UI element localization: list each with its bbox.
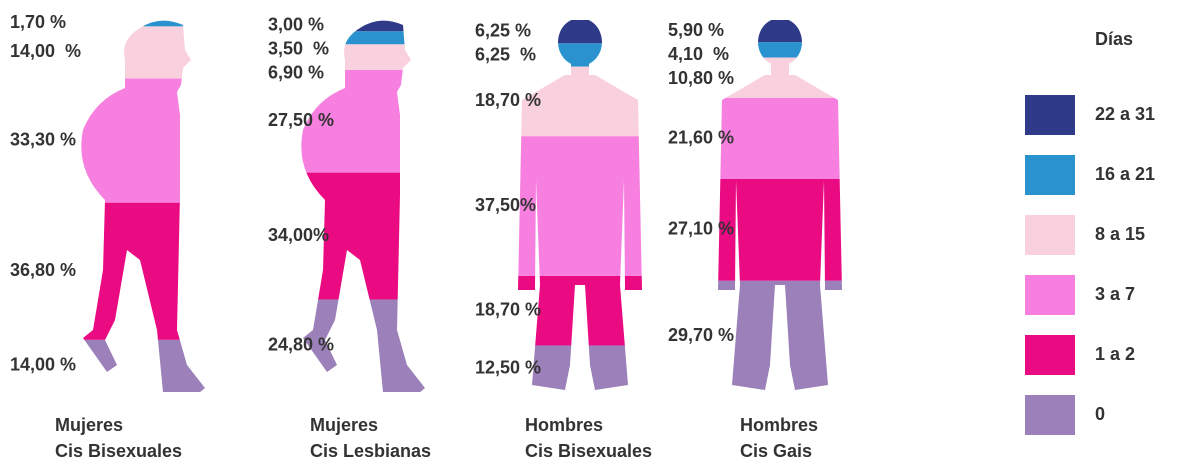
value-label: 5,90 %: [668, 20, 724, 40]
segment: [55, 79, 235, 203]
value-label: 18,70 %: [475, 299, 541, 319]
value-label: 1,70 %: [10, 12, 66, 32]
page: Días 1,70 % 14,00 % 33,30 % 36,80 % 14,00 % 3…: [0, 0, 1184, 465]
value-label: 21,60 %: [668, 127, 734, 147]
value-label: 24,80 %: [268, 334, 334, 354]
value-label: 36,80 %: [10, 260, 76, 280]
legend-swatch: [1025, 275, 1075, 315]
category-label: Mujeres Cis Lesbianas: [310, 412, 431, 464]
value-label: 14,00 %: [10, 41, 81, 61]
category-label: Hombres Cis Gais: [740, 412, 818, 464]
value-label: 12,50 %: [475, 357, 541, 377]
value-label: 34,00%: [268, 225, 329, 245]
legend-label: 16 a 21: [1095, 164, 1155, 184]
legend-swatch: [1025, 95, 1075, 135]
legend-label: 1 a 2: [1095, 344, 1135, 364]
value-label: 3,00 %: [268, 14, 324, 34]
value-label: 33,30 %: [10, 129, 76, 149]
segment: [55, 20, 235, 26]
legend-swatch: [1025, 395, 1075, 435]
value-label: 4,10 %: [668, 44, 729, 64]
value-label: 18,70 %: [475, 90, 541, 110]
value-label: 14,00 %: [10, 355, 76, 375]
segment: [55, 340, 235, 392]
legend-title: Días: [1095, 29, 1133, 49]
legend-label: 22 a 31: [1095, 104, 1155, 124]
legend-label: 3 a 7: [1095, 284, 1135, 304]
value-label: 6,25 %: [475, 20, 531, 40]
category-label: Mujeres Cis Bisexuales: [55, 412, 182, 464]
legend-swatch: [1025, 155, 1075, 195]
chart: Días 1,70 % 14,00 % 33,30 % 36,80 % 14,00 % 3…: [0, 0, 1184, 465]
segment: [55, 26, 235, 78]
value-label: 29,70 %: [668, 325, 734, 345]
value-label: 37,50%: [475, 195, 536, 215]
value-label: 6,90 %: [268, 62, 324, 82]
value-label: 3,50 %: [268, 38, 329, 58]
legend-label: 8 a 15: [1095, 224, 1145, 244]
value-label: 27,50 %: [268, 110, 334, 130]
legend-swatch: [1025, 215, 1075, 255]
figure: [55, 20, 235, 392]
value-label: 10,80 %: [668, 68, 734, 88]
segment: [55, 203, 235, 340]
value-label: 27,10 %: [668, 219, 734, 239]
legend-label: 0: [1095, 404, 1105, 424]
legend-swatch: [1025, 335, 1075, 375]
value-label: 6,25 %: [475, 44, 536, 64]
category-label: Hombres Cis Bisexuales: [525, 412, 652, 464]
